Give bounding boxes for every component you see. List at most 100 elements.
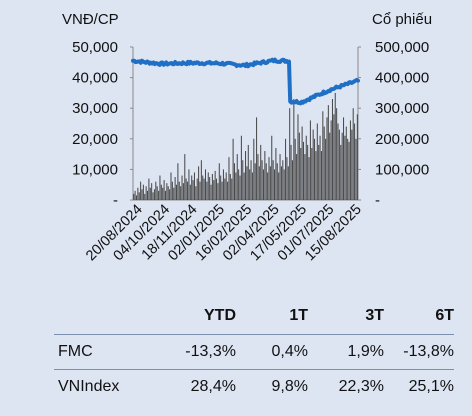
- volume-bar: [185, 178, 187, 200]
- volume-bar: [218, 163, 220, 200]
- volume-bar: [182, 183, 184, 200]
- left-tick-label: -: [113, 192, 118, 209]
- volume-bar: [256, 117, 258, 200]
- cell-value: 9,8%: [236, 369, 308, 404]
- cell-value: 25,1%: [384, 369, 454, 404]
- volume-bar: [336, 108, 338, 200]
- volume-bar: [289, 108, 291, 200]
- volume-bar: [231, 178, 233, 200]
- volume-bar: [348, 141, 350, 200]
- volume-bar: [308, 157, 310, 200]
- volume-bar: [354, 123, 356, 200]
- volume-bar: [242, 160, 244, 200]
- volume-bar: [337, 123, 339, 200]
- volume-bar: [343, 117, 345, 200]
- right-tick-label: 400,000: [375, 70, 429, 87]
- volume-bar: [329, 132, 331, 200]
- volume-bar: [257, 154, 259, 200]
- volume-bar: [322, 111, 324, 200]
- volume-bar: [222, 169, 224, 200]
- left-tick-label: 30,000: [72, 100, 118, 117]
- volume-bar: [187, 181, 189, 200]
- volume-bar: [280, 166, 282, 200]
- volume-bar: [305, 135, 307, 200]
- right-tick-label: 300,000: [375, 100, 429, 117]
- volume-bar: [206, 181, 208, 200]
- volume-bar: [325, 138, 327, 200]
- volume-bar: [291, 160, 293, 200]
- volume-bar: [300, 147, 302, 200]
- volume-bar: [167, 186, 169, 200]
- volume-bar: [159, 175, 161, 200]
- volume-bar: [211, 173, 213, 200]
- volume-bar: [347, 138, 349, 200]
- volume-bar: [262, 169, 264, 200]
- volume-bar: [184, 154, 186, 200]
- volume-bar: [286, 157, 288, 200]
- volume-bar: [352, 108, 354, 200]
- volume-bar: [178, 181, 180, 200]
- volume-bar: [173, 187, 175, 200]
- volume-bar: [235, 172, 237, 200]
- volume-bar: [217, 183, 219, 200]
- volume-bar: [311, 147, 313, 200]
- volume-bar: [245, 151, 247, 200]
- volume-bar: [203, 178, 205, 200]
- volume-bar: [312, 129, 314, 200]
- volume-bar: [246, 166, 248, 200]
- volume-bar: [290, 144, 292, 200]
- volume-bar: [323, 126, 325, 200]
- volume-bar: [340, 144, 342, 200]
- volume-bar: [251, 172, 253, 200]
- row-label: VNIndex: [54, 369, 144, 404]
- volume-bar: [169, 189, 171, 200]
- volume-bar: [338, 129, 340, 200]
- volume-bar: [225, 172, 227, 200]
- volume-bar: [134, 190, 136, 200]
- volume-bar: [156, 186, 158, 200]
- right-tick-labels: 500,000 400,000 300,000 200,000 100,000 -: [358, 39, 429, 209]
- volume-bar: [202, 175, 204, 200]
- left-tick-label: 40,000: [72, 70, 118, 87]
- volume-bar: [341, 132, 343, 200]
- volume-bar: [294, 138, 296, 200]
- volume-bar: [193, 172, 195, 200]
- volume-bar: [254, 163, 256, 200]
- volume-bar: [155, 181, 157, 200]
- table-row-fmc: FMC -13,3% 0,4% 1,9% -13,8%: [54, 334, 454, 370]
- volume-bar: [250, 160, 252, 200]
- volume-bar: [293, 99, 295, 200]
- volume-bar: [192, 180, 194, 200]
- volume-bar: [162, 187, 164, 200]
- volume-bar: [233, 163, 236, 200]
- volume-bar: [152, 192, 154, 200]
- volume-bar: [243, 172, 245, 200]
- volume-bar: [334, 92, 336, 200]
- table-header-row: YTD 1T 3T 6T: [54, 298, 454, 335]
- volume-bar: [175, 184, 178, 200]
- volume-bar: [135, 195, 137, 200]
- volume-bar: [316, 123, 318, 200]
- volume-bar: [285, 138, 287, 200]
- volume-bar: [204, 169, 207, 200]
- volume-bar: [307, 144, 309, 200]
- volume-bar: [326, 117, 328, 200]
- volume-bar: [249, 169, 251, 200]
- volume-bar: [174, 177, 176, 200]
- volume-bar: [274, 169, 276, 200]
- volume-bar: [268, 157, 270, 200]
- volume-bar: [275, 147, 277, 200]
- volume-bar: [216, 178, 218, 200]
- volume-bar: [207, 172, 209, 200]
- volume-bar: [276, 163, 278, 200]
- volume-bar: [166, 183, 168, 200]
- cell-value: 22,3%: [308, 369, 384, 404]
- volume-bar: [333, 114, 335, 200]
- volume-bar: [229, 173, 231, 200]
- right-axis-label: Cổ phiếu: [372, 11, 432, 28]
- volume-bar: [137, 187, 139, 200]
- volume-bar: [232, 138, 234, 200]
- volume-bar: [145, 186, 147, 200]
- left-tick-label: 50,000: [72, 39, 118, 56]
- right-tick-label: -: [375, 192, 380, 209]
